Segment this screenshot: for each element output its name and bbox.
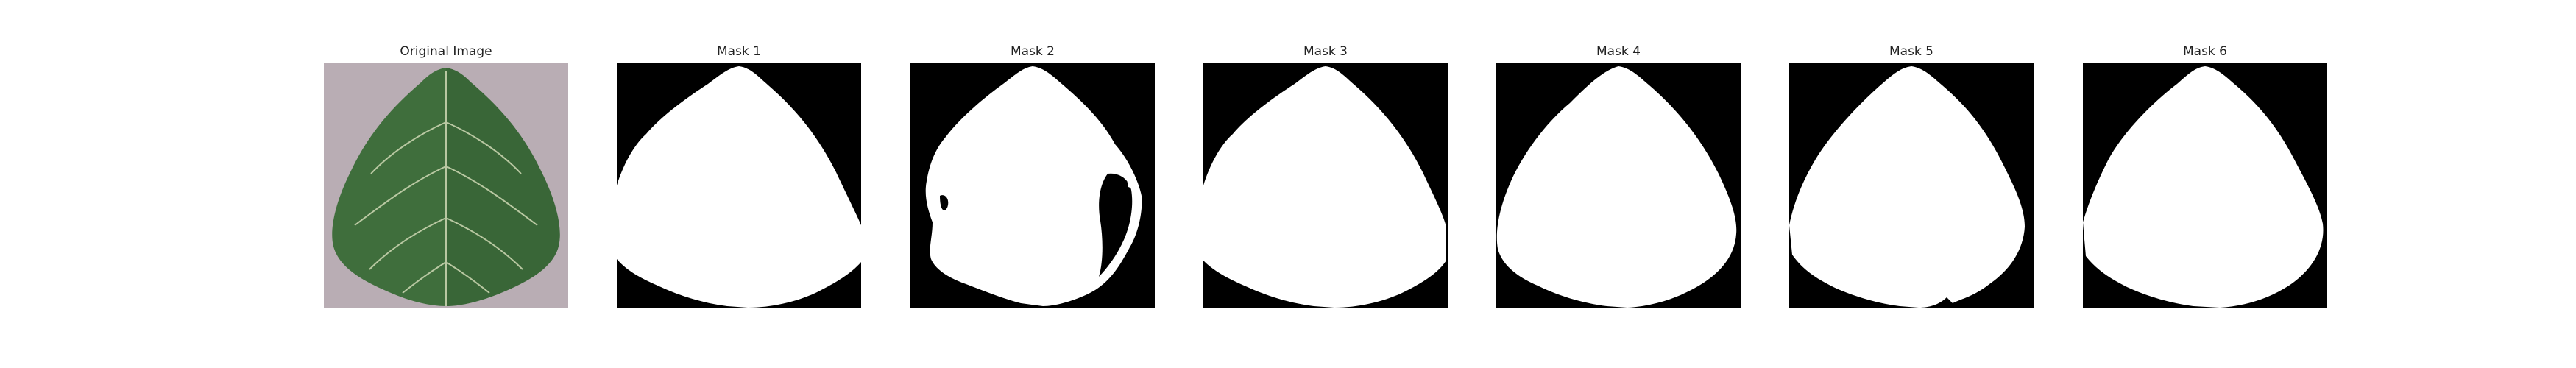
mask-image: [1789, 63, 2034, 308]
mask-image: [2083, 63, 2327, 308]
mask-image: [1496, 63, 1741, 308]
panel-title: Mask 4: [1596, 44, 1641, 59]
mask-image: [1203, 63, 1448, 308]
mask-image: [910, 63, 1155, 308]
panel-title: Mask 6: [2182, 44, 2227, 59]
panel-title: Original Image: [400, 44, 492, 59]
leaf-photo: [324, 63, 568, 308]
panel-title: Mask 1: [716, 44, 761, 59]
panel-title: Mask 2: [1010, 44, 1055, 59]
mask-image: [617, 63, 861, 308]
panel-title: Mask 3: [1303, 44, 1348, 59]
panel-title: Mask 5: [1889, 44, 1933, 59]
